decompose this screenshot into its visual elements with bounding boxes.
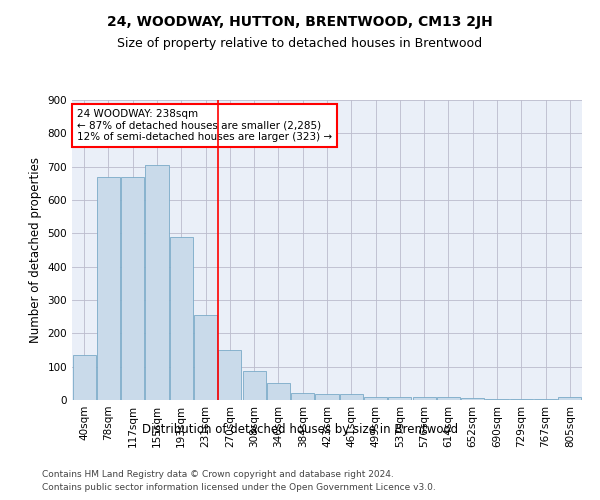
Bar — [73, 355, 95, 400]
Bar — [97, 176, 120, 400]
Text: 24 WOODWAY: 238sqm
← 87% of detached houses are smaller (2,285)
12% of semi-deta: 24 WOODWAY: 238sqm ← 87% of detached hou… — [77, 109, 332, 142]
Bar — [388, 396, 412, 400]
Text: Contains HM Land Registry data © Crown copyright and database right 2024.: Contains HM Land Registry data © Crown c… — [42, 470, 394, 479]
Bar — [170, 236, 193, 400]
Bar — [437, 396, 460, 400]
Bar — [194, 315, 217, 400]
Bar — [291, 392, 314, 400]
Bar — [364, 396, 387, 400]
Bar — [559, 398, 581, 400]
Y-axis label: Number of detached properties: Number of detached properties — [29, 157, 42, 343]
Bar — [267, 384, 290, 400]
Bar — [461, 398, 484, 400]
Text: Distribution of detached houses by size in Brentwood: Distribution of detached houses by size … — [142, 422, 458, 436]
Bar — [242, 370, 266, 400]
Text: Size of property relative to detached houses in Brentwood: Size of property relative to detached ho… — [118, 38, 482, 51]
Text: 24, WOODWAY, HUTTON, BRENTWOOD, CM13 2JH: 24, WOODWAY, HUTTON, BRENTWOOD, CM13 2JH — [107, 15, 493, 29]
Bar — [413, 396, 436, 400]
Bar — [316, 394, 338, 400]
Bar — [218, 350, 241, 400]
Bar — [145, 165, 169, 400]
Text: Contains public sector information licensed under the Open Government Licence v3: Contains public sector information licen… — [42, 482, 436, 492]
Bar — [121, 176, 144, 400]
Bar — [340, 394, 363, 400]
